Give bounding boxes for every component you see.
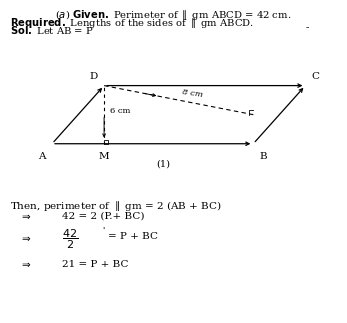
Text: A: A <box>38 152 45 161</box>
Text: = P + BC: = P + BC <box>108 232 158 241</box>
Text: Then, perimeter of $\parallel$ gm = 2 (AB + BC): Then, perimeter of $\parallel$ gm = 2 (A… <box>10 199 222 213</box>
Text: $\Rightarrow$: $\Rightarrow$ <box>19 212 31 222</box>
Text: (1): (1) <box>156 159 170 168</box>
Text: 6 cm: 6 cm <box>110 108 131 115</box>
Text: $\mathbf{Required.}$ Lengths of the sides of $\parallel$ gm ABCD.: $\mathbf{Required.}$ Lengths of the side… <box>10 16 254 29</box>
Text: $\dfrac{42}{2}$: $\dfrac{42}{2}$ <box>62 228 79 251</box>
Text: D: D <box>90 72 98 81</box>
Text: C: C <box>312 72 320 81</box>
Text: $\mathbf{Sol.}$ Let AB = P: $\mathbf{Sol.}$ Let AB = P <box>10 24 94 36</box>
Text: 21 = P + BC: 21 = P + BC <box>62 260 129 269</box>
Text: M: M <box>99 152 109 161</box>
Text: 8 cm: 8 cm <box>182 88 203 99</box>
Text: -: - <box>305 24 309 33</box>
Text: ': ' <box>102 227 104 236</box>
Text: $\Rightarrow$: $\Rightarrow$ <box>19 234 31 244</box>
Text: B: B <box>260 152 268 161</box>
Text: ($\it{a}$) $\mathbf{Given.}$ Perimeter of $\parallel$ gm ABCD = 42 cm.: ($\it{a}$) $\mathbf{Given.}$ Perimeter o… <box>56 8 291 22</box>
Text: 42 = 2 (P.+ BC): 42 = 2 (P.+ BC) <box>62 212 145 221</box>
Text: $\Rightarrow$: $\Rightarrow$ <box>19 260 31 270</box>
